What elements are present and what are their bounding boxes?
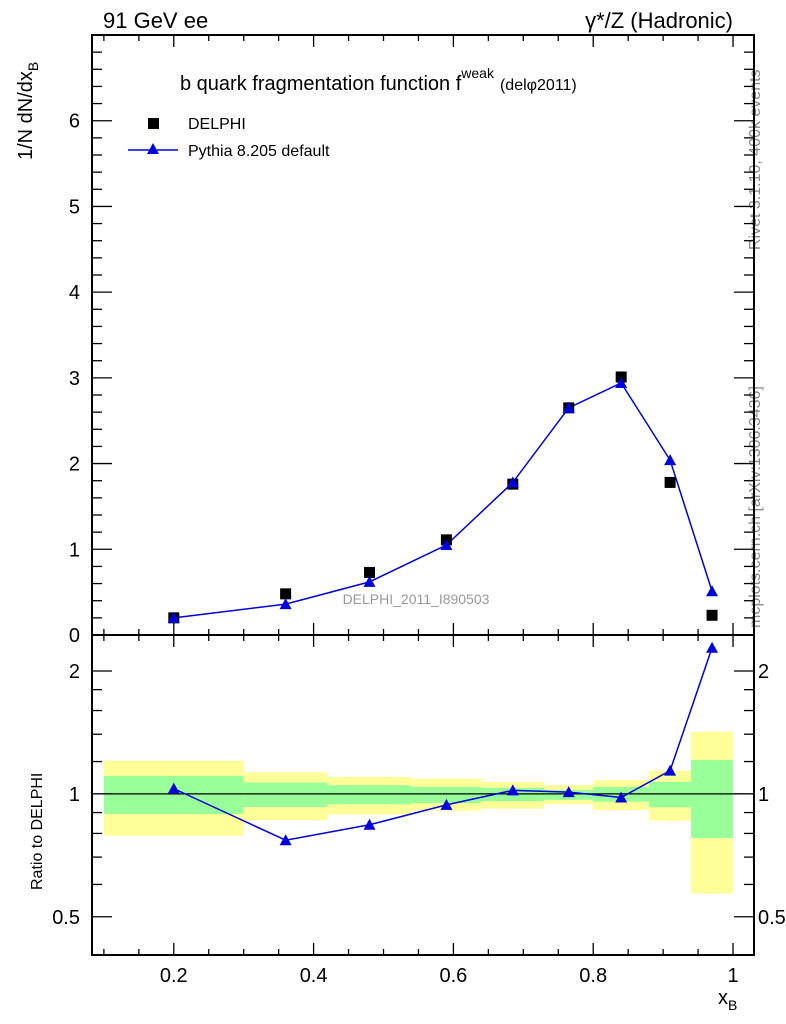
pythia-line	[173, 382, 713, 619]
uncertainty-band-inner	[691, 760, 734, 838]
x-tick-label: 0.4	[300, 965, 328, 987]
main-ylabel: 1/N dN/dxB	[15, 62, 41, 160]
delphi-point	[364, 566, 376, 578]
legend-square-marker	[148, 118, 159, 129]
ratio-pythia-point	[664, 764, 677, 776]
y-tick-label: 6	[69, 111, 80, 133]
pythia-point	[363, 575, 376, 587]
pythia-point	[440, 539, 453, 550]
header-right: γ*/Z (Hadronic)	[585, 8, 733, 33]
delphi-point	[280, 588, 292, 600]
y-tick-label: 4	[69, 282, 80, 304]
pythia-point	[615, 377, 628, 388]
pythia-point	[279, 598, 292, 610]
ratio-y-tick-label-right: 1	[758, 784, 769, 806]
legend: DELPHI Pythia 8.205 default	[128, 116, 330, 160]
header-left: 91 GeV ee	[103, 8, 208, 33]
x-tick-label: 0.2	[160, 965, 188, 987]
x-tick-label: 1	[727, 965, 738, 987]
y-tick-label: 3	[69, 368, 80, 390]
pythia-point	[706, 585, 719, 597]
pythia-point	[167, 611, 180, 623]
pythia-point	[506, 476, 519, 488]
ratio-plot-frame	[91, 634, 755, 956]
analysis-watermark: DELPHI_2011_I890503	[343, 591, 490, 607]
ratio-pythia-point	[440, 798, 453, 810]
uncertainty-band-inner	[327, 785, 412, 805]
ratio-y-tick-label: 0.5	[52, 907, 80, 929]
ratio-pythia-point	[562, 786, 575, 798]
ratio-pythia-point	[615, 791, 628, 803]
legend-label-pythia: Pythia 8.205 default	[188, 143, 330, 160]
mcplots-label: mcplots.cern.ch [arXiv:1306.3436]	[747, 386, 764, 628]
xlabel: xB	[718, 987, 737, 1013]
uncertainty-band-inner	[411, 786, 482, 803]
ratio-pythia-point	[167, 782, 180, 794]
x-tick-label: 0.6	[440, 965, 468, 987]
y-tick-label: 0	[69, 625, 80, 647]
uncertainty-band-inner	[243, 782, 328, 807]
uncertainty-band-inner	[103, 775, 244, 814]
ratio-pythia-point	[706, 641, 719, 653]
ratio-pythia-point	[363, 818, 376, 830]
uncertainty-band-inner	[649, 781, 692, 808]
legend-label-delphi: DELPHI	[188, 116, 246, 133]
pythia-point	[664, 454, 677, 466]
rivet-label: Rivet 3.1.10, 400k events	[747, 69, 764, 250]
y-tick-label: 5	[69, 196, 80, 218]
x-tick-label: 0.8	[579, 965, 607, 987]
legend-triangle-marker	[147, 143, 159, 154]
pythia-point	[562, 401, 575, 413]
delphi-point	[706, 609, 718, 621]
delphi-point	[664, 476, 676, 488]
ratio-y-tick-label-right: 2	[758, 661, 769, 683]
main-title: b quark fragmentation function fweak(del…	[180, 65, 577, 95]
ratio-y-tick-label: 2	[69, 661, 80, 683]
ratio-pythia-point	[506, 784, 519, 796]
ratio-y-tick-label-right: 0.5	[758, 907, 786, 929]
ratio-y-tick-label: 1	[69, 784, 80, 806]
y-tick-label: 2	[69, 454, 80, 476]
ratio-ylabel: Ratio to DELPHI	[29, 773, 46, 890]
y-tick-label: 1	[69, 539, 80, 561]
ratio-pythia-point	[279, 834, 292, 846]
